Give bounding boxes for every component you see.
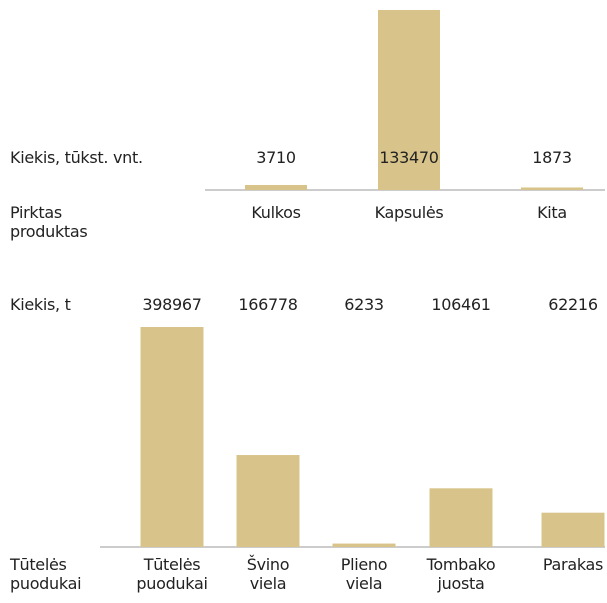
y-axis-label: Kiekis, tūkst. vnt. [10,148,143,167]
value-label: 6233 [344,295,384,314]
x-axis-label: Pirktas produktas [10,203,88,241]
category-label: Kita [537,203,567,222]
category-label: Plieno viela [340,555,388,593]
y-axis-label: Kiekis, t [10,295,71,314]
bar [541,512,605,547]
value-label: 166778 [238,295,298,314]
value-label: 1873 [532,148,572,167]
value-label: 398967 [142,295,202,314]
category-label: Parakas [542,555,604,574]
bar [521,187,583,190]
category-label: Tūtelės puodukai [136,555,208,593]
bar [245,184,307,190]
value-label: 133470 [379,148,439,167]
value-label: 106461 [431,295,491,314]
bar [378,10,440,190]
bar [140,327,204,547]
bar [429,488,493,547]
category-label: Kulkos [251,203,301,222]
value-label: 62216 [548,295,598,314]
category-label: Tombako juosta [426,555,496,593]
category-label: Kapsulės [374,203,444,222]
bar [332,543,396,547]
value-label: 3710 [256,148,296,167]
category-label: Švino viela [246,555,290,593]
bar [236,455,300,547]
x-axis-label: Tūtelės puodukai [10,555,82,593]
